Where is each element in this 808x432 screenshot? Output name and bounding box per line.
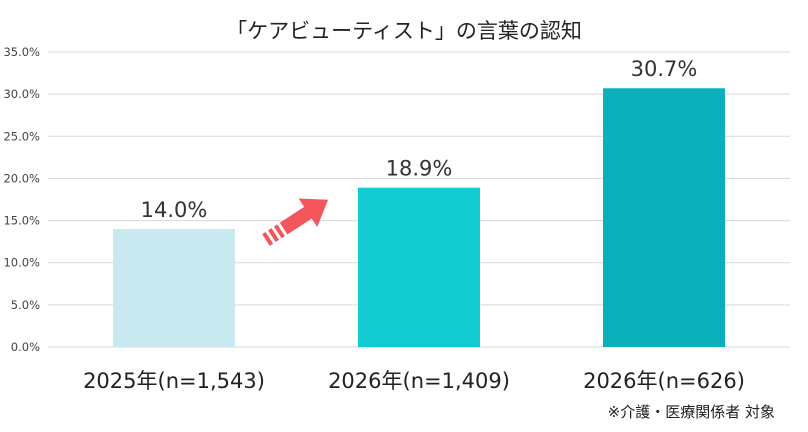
data-label: 14.0% [141,198,208,222]
y-tick-label: 35.0% [3,45,40,59]
y-tick-label: 15.0% [3,214,40,228]
data-label: 18.9% [386,157,453,181]
bar [113,229,235,347]
y-tick-label: 30.0% [3,87,40,101]
bar [603,88,725,347]
data-label: 30.7% [631,57,698,81]
footnote: ※介護・医療関係者 対象 [608,403,775,421]
category-label: 2025年(n=1,543) [83,369,265,393]
increase-arrow-icon [262,198,329,246]
y-tick-label: 0.0% [11,340,40,354]
bar [358,187,480,347]
category-label: 2026年(n=626) [583,369,745,393]
y-tick-label: 20.0% [3,171,40,185]
data-labels: 14.0% 18.9% 30.7% [141,57,698,222]
y-axis-ticks: 0.0% 5.0% 10.0% 15.0% 20.0% 25.0% 30.0% 35.0% [3,45,40,354]
bars [113,88,725,347]
y-tick-label: 5.0% [11,298,40,312]
chart-title: 「ケアビューティスト」の言葉の認知 [226,19,582,43]
y-tick-label: 25.0% [3,129,40,143]
category-labels: 2025年(n=1,543) 2026年(n=1,409) 2026年(n=626) [83,369,745,393]
category-label: 2026年(n=1,409) [328,369,510,393]
y-tick-label: 10.0% [3,256,40,270]
